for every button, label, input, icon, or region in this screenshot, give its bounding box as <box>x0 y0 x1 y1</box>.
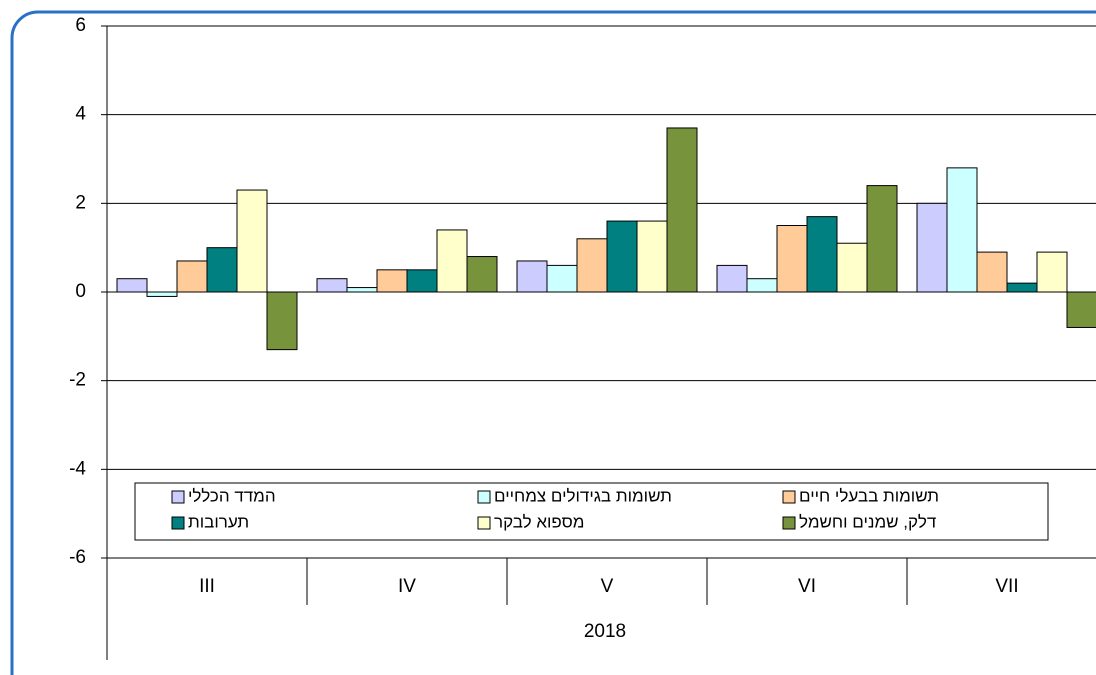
y-tick-label: -4 <box>69 458 86 479</box>
bar <box>466 256 498 293</box>
legend-swatch <box>477 516 491 530</box>
legend-swatch <box>171 516 185 530</box>
bar <box>176 260 208 293</box>
bar <box>716 264 748 293</box>
bar <box>806 216 838 293</box>
bar <box>376 269 408 293</box>
bar <box>236 189 268 293</box>
bar <box>666 127 698 293</box>
bar <box>436 229 468 293</box>
bar <box>916 202 948 293</box>
bar <box>746 278 778 293</box>
y-tick-label: 6 <box>75 15 86 36</box>
bar <box>636 220 668 293</box>
bar <box>976 251 1008 293</box>
legend-label: תשומות בבעלי חיים <box>799 486 939 505</box>
frame <box>10 10 1096 675</box>
bar <box>576 238 608 293</box>
legend-label: תשומות בגידולים צמחיים <box>494 486 672 505</box>
y-tick-label: 0 <box>75 281 86 302</box>
legend-swatch <box>782 516 796 530</box>
y-tick-label: 4 <box>75 104 86 125</box>
legend-swatch <box>782 490 796 504</box>
bar <box>836 242 868 293</box>
x-tick-label: V <box>601 576 614 597</box>
x-tick-label: VI <box>798 576 816 597</box>
bar <box>516 260 548 293</box>
x-tick-label: VII <box>995 576 1018 597</box>
bar <box>606 220 638 293</box>
y-tick-label: 2 <box>75 192 86 213</box>
x-tick-label: IV <box>398 576 416 597</box>
legend-label: המדד הכללי <box>188 486 276 505</box>
bar <box>206 247 238 293</box>
bar <box>406 269 438 293</box>
y-tick-label: -6 <box>69 547 86 568</box>
bar <box>266 291 298 351</box>
bar <box>146 291 178 297</box>
bar <box>116 278 148 293</box>
legend-label: תערובות <box>188 512 249 531</box>
legend-swatch <box>171 490 185 504</box>
bar <box>1066 291 1096 328</box>
legend: המדד הכללי תשומות בגידולים צמחיים תשומות ב… <box>134 482 1049 541</box>
bar <box>346 287 378 293</box>
bar <box>776 225 808 293</box>
bar <box>546 264 578 293</box>
bar <box>866 185 898 293</box>
bar <box>1006 282 1038 293</box>
bar <box>946 167 978 293</box>
legend-swatch <box>477 490 491 504</box>
y-tick-label: -2 <box>69 370 86 391</box>
x-group-label: 2018 <box>584 621 626 642</box>
bar <box>1036 251 1068 293</box>
bar <box>316 278 348 293</box>
legend-box <box>134 482 1049 541</box>
legend-label: מספוא לבקר <box>494 512 584 531</box>
x-tick-label: III <box>199 576 215 597</box>
legend-label: דלק, שמנים וחשמל <box>799 512 936 531</box>
